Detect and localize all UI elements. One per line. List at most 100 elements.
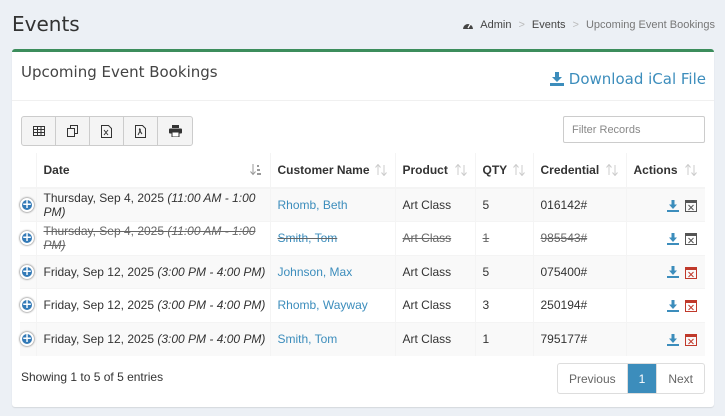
sort-icon	[685, 164, 697, 176]
cell-product: Art Class	[395, 288, 476, 322]
box-divider	[12, 100, 714, 101]
download-icon[interactable]	[667, 299, 679, 312]
sort-icon	[512, 164, 525, 176]
pdf-button[interactable]	[124, 117, 158, 145]
cell-qty: 3	[475, 288, 534, 322]
pagination-previous[interactable]: Previous	[558, 364, 628, 393]
cell-actions	[626, 288, 705, 322]
header-control-cell	[20, 153, 37, 189]
breadcrumb-current: Upcoming Event Bookings	[585, 19, 715, 31]
cell-customer: Rhomb, Beth	[270, 187, 396, 222]
download-icon[interactable]	[667, 232, 679, 245]
breadcrumb-separator: >	[572, 19, 579, 31]
excel-button[interactable]	[90, 117, 124, 145]
download-icon[interactable]	[667, 333, 679, 346]
customer-link[interactable]: Rhomb, Beth	[277, 198, 348, 212]
cell-credential: 075400#	[533, 254, 627, 289]
table-row: + Friday, Sep 12, 2025 (3:00 PM - 4:00 PM…	[20, 321, 705, 356]
cell-date: Friday, Sep 12, 2025 (3:00 PM - 4:00 PM)	[36, 254, 271, 289]
download-icon[interactable]	[667, 266, 679, 279]
bookings-box: Upcoming Event Bookings Download iCal Fi…	[12, 49, 714, 407]
header-customer-name[interactable]: Customer Name	[270, 153, 396, 189]
expand-row-icon[interactable]: +	[20, 297, 34, 312]
table-header-row: Date Customer Name Product QTY Credentia…	[20, 153, 705, 189]
table-info: Showing 1 to 5 of 5 entries	[21, 370, 164, 384]
date-text: Thursday, Sep 4, 2025	[43, 224, 165, 239]
cell-product: Art Class	[395, 254, 476, 289]
cancel-calendar-icon[interactable]	[685, 299, 697, 313]
header-product[interactable]: Product	[395, 153, 476, 189]
cell-date: Friday, Sep 12, 2025 (3:00 PM - 4:00 PM)	[36, 321, 271, 356]
cell-actions	[626, 221, 705, 255]
pagination-page-1[interactable]: 1	[627, 364, 658, 393]
expand-row-icon[interactable]: +	[20, 197, 34, 212]
print-button[interactable]	[158, 117, 192, 145]
cell-credential: 250194#	[533, 288, 627, 322]
row-expand-cell: +	[20, 288, 37, 322]
cell-actions	[626, 254, 705, 289]
row-expand-cell: +	[20, 187, 37, 222]
bookings-table: Date Customer Name Product QTY Credentia…	[20, 153, 705, 356]
pagination-next[interactable]: Next	[668, 371, 693, 386]
cell-qty: 5	[475, 254, 534, 289]
cancel-calendar-icon[interactable]	[685, 333, 697, 347]
download-icon[interactable]	[667, 199, 679, 212]
table-body: + Thursday, Sep 4, 2025 (11:00 AM - 1:00 …	[20, 187, 705, 356]
cell-credential: 016142#	[533, 187, 627, 222]
copy-button[interactable]	[56, 117, 90, 145]
cancel-calendar-icon[interactable]	[685, 232, 697, 246]
page-title: Events	[12, 12, 80, 36]
dashboard-icon	[463, 23, 474, 29]
header-product-label: Product	[402, 163, 448, 177]
customer-link[interactable]: Rhomb, Wayway	[277, 298, 368, 313]
customer-link[interactable]: Johnson, Max	[277, 264, 353, 279]
header-credential-label: Credential	[540, 163, 600, 177]
header-qty-label: QTY	[482, 163, 508, 177]
cancel-calendar-icon[interactable]	[685, 199, 697, 213]
cell-customer: Johnson, Max	[270, 254, 396, 289]
filter-records-input[interactable]	[563, 116, 705, 143]
download-ical-label: Download iCal File	[568, 70, 706, 88]
table-icon	[32, 126, 45, 136]
sort-icon	[374, 164, 387, 176]
time-range: (3:00 PM - 4:00 PM)	[157, 264, 266, 279]
header-date[interactable]: Date	[36, 153, 271, 189]
sort-icon	[605, 164, 618, 176]
customer-link[interactable]: Smith, Tom	[277, 231, 338, 246]
table-row: + Friday, Sep 12, 2025 (3:00 PM - 4:00 PM…	[20, 288, 705, 322]
table-row: + Thursday, Sep 4, 2025 (11:00 AM - 1:00 …	[20, 187, 705, 222]
download-icon	[549, 72, 564, 86]
header-credential[interactable]: Credential	[533, 153, 627, 189]
expand-row-icon[interactable]: +	[20, 230, 34, 245]
cell-product: Art Class	[395, 321, 476, 356]
pagination: Previous 1 Next	[556, 363, 705, 394]
cell-date: Thursday, Sep 4, 2025 (11:00 AM - 1:00 P…	[36, 187, 271, 222]
cell-product: Art Class	[395, 187, 476, 222]
time-range: (3:00 PM - 4:00 PM)	[157, 332, 266, 346]
breadcrumb-admin[interactable]: Admin	[480, 19, 512, 31]
date-text: Friday, Sep 12, 2025	[43, 332, 155, 346]
breadcrumb: Admin > Events > Upcoming Event Bookings	[462, 19, 715, 31]
header-actions[interactable]: Actions	[626, 153, 705, 189]
header-actions-label: Actions	[633, 163, 678, 177]
date-text: Friday, Sep 12, 2025	[43, 264, 155, 279]
cell-credential: 795177#	[533, 321, 627, 356]
cell-customer: Rhomb, Wayway	[270, 288, 396, 322]
cell-customer: Smith, Tom	[270, 321, 396, 356]
header-customer-label: Customer Name	[277, 163, 370, 177]
cancel-calendar-icon[interactable]	[685, 266, 697, 279]
sort-icon	[454, 164, 467, 176]
cell-date: Thursday, Sep 4, 2025 (11:00 AM - 1:00 P…	[36, 221, 271, 255]
breadcrumb-events[interactable]: Events	[531, 19, 566, 31]
expand-row-icon[interactable]: +	[20, 330, 34, 346]
cell-credential: 985543#	[533, 221, 627, 255]
download-ical-link[interactable]: Download iCal File	[549, 70, 706, 88]
column-visibility-button[interactable]	[22, 117, 56, 145]
time-range: (11:00 AM - 1:00 PM)	[43, 191, 256, 219]
customer-link[interactable]: Smith, Tom	[277, 332, 338, 346]
expand-row-icon[interactable]: +	[20, 263, 34, 279]
header-qty[interactable]: QTY	[475, 153, 534, 189]
excel-icon	[101, 124, 112, 138]
cell-qty: 1	[475, 221, 534, 255]
cell-qty: 5	[475, 187, 534, 222]
